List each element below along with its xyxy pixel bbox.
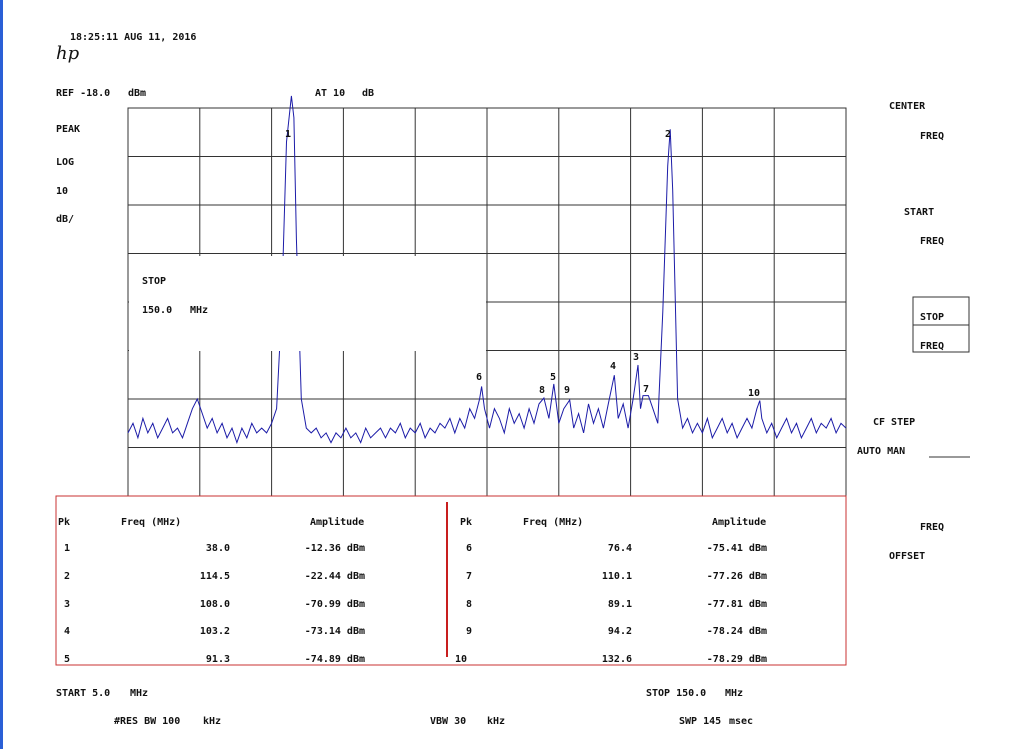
softkey[interactable]: CF STEP bbox=[873, 417, 915, 428]
table-header: Amplitude bbox=[310, 516, 364, 528]
active-function-box bbox=[129, 256, 486, 351]
peak-table bbox=[55, 495, 847, 666]
logo: hp bbox=[56, 43, 80, 64]
sweep-unit: msec bbox=[729, 716, 753, 727]
stop-unit: MHz bbox=[725, 688, 743, 699]
left-edge bbox=[0, 0, 3, 749]
softkey[interactable]: START bbox=[904, 207, 934, 218]
peak-freq: 108.0 bbox=[200, 599, 230, 610]
peak-amplitude: -74.89 dBm bbox=[305, 654, 365, 665]
peak-number: 10 bbox=[455, 654, 467, 665]
softkey[interactable]: FREQ bbox=[920, 131, 944, 142]
softkey[interactable]: FREQ bbox=[920, 236, 944, 247]
marker-label: 2 bbox=[665, 129, 671, 140]
peak-number: 2 bbox=[64, 571, 70, 582]
marker-label: 5 bbox=[550, 372, 556, 383]
attenuation: AT 10 bbox=[315, 88, 345, 99]
softkey[interactable]: CENTER bbox=[889, 101, 926, 112]
peak-freq: 132.6 bbox=[602, 654, 632, 665]
marker-label: 4 bbox=[610, 361, 616, 372]
peak-amplitude: -78.29 dBm bbox=[707, 654, 767, 665]
table-header: Freq (MHz) bbox=[121, 517, 181, 528]
spectrum-trace bbox=[127, 95, 847, 445]
rbw-unit: kHz bbox=[203, 716, 221, 727]
table-header: Pk bbox=[460, 517, 472, 528]
peak-amplitude: -70.99 dBm bbox=[305, 599, 365, 610]
peak-number: 8 bbox=[466, 599, 472, 610]
peak-amplitude: -22.44 dBm bbox=[305, 571, 365, 582]
peak-number: 7 bbox=[466, 571, 472, 582]
ref-level: REF -18.0 bbox=[56, 88, 110, 99]
peak-number: 5 bbox=[64, 654, 70, 665]
active-label: STOP bbox=[142, 276, 166, 287]
softkey[interactable]: FREQ bbox=[920, 341, 944, 352]
peak-amplitude: -77.26 dBm bbox=[707, 571, 767, 582]
peak-number: 4 bbox=[64, 626, 70, 637]
peak-freq: 89.1 bbox=[608, 599, 632, 610]
marker-label: 9 bbox=[564, 385, 570, 396]
detector: PEAK bbox=[56, 124, 80, 135]
stop-freq: STOP 150.0 bbox=[646, 688, 706, 699]
marker-label: 1 bbox=[285, 129, 291, 140]
peak-number: 9 bbox=[466, 626, 472, 637]
start-unit: MHz bbox=[130, 688, 148, 699]
peak-freq: 94.2 bbox=[608, 626, 632, 637]
peak-freq: 103.2 bbox=[200, 626, 230, 637]
peak-amplitude: -77.81 dBm bbox=[707, 599, 767, 610]
table-header: Amplitude bbox=[712, 516, 766, 528]
peak-amplitude: -75.41 dBm bbox=[707, 543, 767, 554]
marker-label: 7 bbox=[643, 384, 649, 395]
table-header: Freq (MHz) bbox=[523, 517, 583, 528]
peak-freq: 91.3 bbox=[206, 654, 230, 665]
active-value: 150.0 bbox=[142, 305, 172, 316]
marker-label: 6 bbox=[476, 372, 482, 383]
rbw: #RES BW 100 bbox=[114, 716, 180, 727]
marker-label: 10 bbox=[748, 388, 760, 399]
softkey[interactable]: STOP bbox=[920, 312, 944, 323]
peak-freq: 110.1 bbox=[602, 571, 632, 582]
marker-label: 3 bbox=[633, 352, 639, 363]
peak-freq: 114.5 bbox=[200, 571, 230, 582]
scale: 10 bbox=[56, 186, 68, 197]
active-unit: MHz bbox=[190, 305, 208, 316]
timestamp: 18:25:11 AUG 11, 2016 bbox=[70, 32, 196, 43]
vbw: VBW 30 bbox=[430, 716, 466, 727]
vbw-unit: kHz bbox=[487, 716, 505, 727]
softkey[interactable]: FREQ bbox=[920, 522, 944, 533]
peak-amplitude: -73.14 dBm bbox=[305, 626, 365, 637]
sweep: SWP 145 bbox=[679, 716, 721, 727]
peak-freq: 38.0 bbox=[206, 543, 230, 554]
peak-freq: 76.4 bbox=[608, 543, 632, 554]
peak-amplitude: -12.36 dBm bbox=[305, 543, 365, 554]
softkey[interactable]: AUTO MAN bbox=[857, 446, 905, 457]
peak-number: 1 bbox=[64, 543, 70, 554]
table-header: Pk bbox=[58, 517, 70, 528]
scale-unit: dB/ bbox=[56, 214, 74, 225]
peak-number: 6 bbox=[466, 543, 472, 554]
softkey[interactable]: OFFSET bbox=[889, 551, 925, 562]
peak-amplitude: -78.24 dBm bbox=[707, 626, 767, 637]
atten-unit: dB bbox=[362, 88, 374, 99]
marker-label: 8 bbox=[539, 385, 545, 396]
ref-unit: dBm bbox=[128, 88, 146, 99]
scale-type: LOG bbox=[56, 157, 74, 168]
peak-number: 3 bbox=[64, 599, 70, 610]
start-freq: START 5.0 bbox=[56, 688, 110, 699]
